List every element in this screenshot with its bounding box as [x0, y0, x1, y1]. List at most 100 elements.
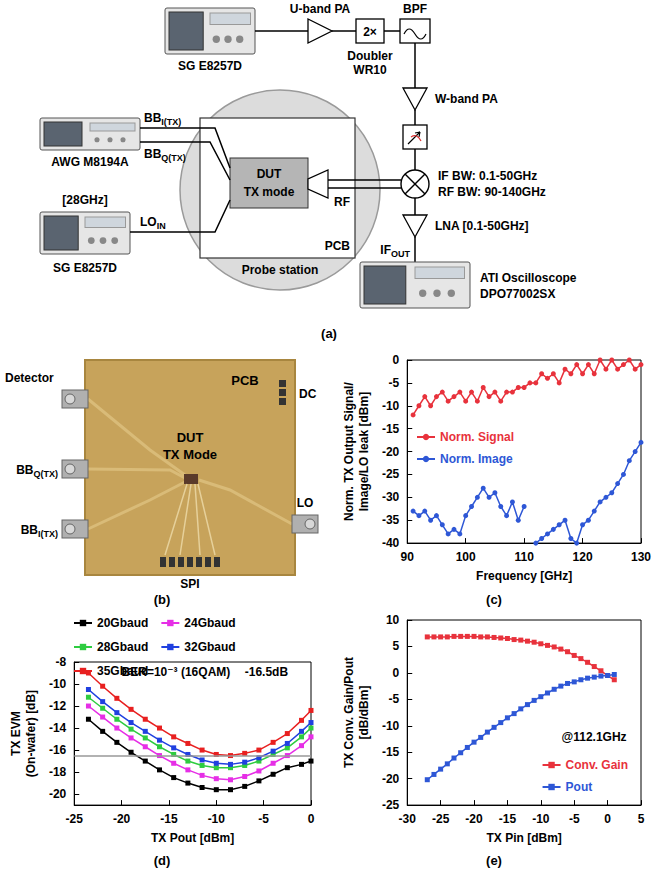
svg-text:TX Pin [dBm]: TX Pin [dBm]: [486, 831, 561, 845]
svg-text:RF BW: 90-140GHz: RF BW: 90-140GHz: [438, 185, 546, 199]
html-text:(b): (b): [153, 592, 171, 607]
svg-text:20Gbaud: 20Gbaud: [97, 616, 148, 630]
svg-text:DC: DC: [299, 387, 317, 401]
svg-text:LO: LO: [297, 496, 314, 510]
svg-text:BER=10⁻³ (16QAM): BER=10⁻³ (16QAM): [122, 665, 231, 679]
html-text:(d): (d): [153, 853, 171, 868]
svg-text:DUT: DUT: [257, 167, 282, 181]
svg-text:-8: -8: [56, 655, 67, 669]
svg-text:-5: -5: [569, 812, 580, 826]
svg-text:(a): (a): [321, 326, 337, 341]
svg-text:-20: -20: [113, 812, 131, 826]
svg-text:[28GHz]: [28GHz]: [62, 193, 107, 207]
svg-text:130: 130: [631, 550, 651, 564]
svg-text:Norm. Image: Norm. Image: [440, 452, 513, 466]
svg-text:W-band PA: W-band PA: [435, 92, 498, 106]
svg-text:RF: RF: [334, 195, 350, 209]
svg-text:IFOUT: IFOUT: [380, 243, 410, 259]
svg-text:Norm. TX Output Signal/: Norm. TX Output Signal/: [342, 382, 356, 521]
svg-text:28Gbaud: 28Gbaud: [97, 640, 148, 654]
svg-text:-16.5dB: -16.5dB: [245, 665, 289, 679]
svg-text:Image/LO leak [dBm]: Image/LO leak [dBm]: [357, 392, 371, 511]
svg-text:-30: -30: [382, 490, 400, 504]
svg-text:Frequency [GHz]: Frequency [GHz]: [476, 569, 572, 583]
svg-text:BPF: BPF: [403, 2, 427, 16]
svg-text:Detector: Detector: [5, 371, 54, 385]
svg-text:32Gbaud: 32Gbaud: [184, 640, 235, 654]
svg-text:BBI(TX): BBI(TX): [21, 523, 58, 539]
svg-text:PCB: PCB: [231, 373, 258, 388]
svg-text:-20: -20: [465, 812, 483, 826]
svg-text:-10: -10: [532, 812, 550, 826]
svg-text:100: 100: [456, 550, 476, 564]
svg-text:-10: -10: [208, 812, 226, 826]
svg-text:WR10: WR10: [353, 63, 387, 77]
svg-text:-35: -35: [382, 513, 400, 527]
svg-text:-25: -25: [382, 798, 400, 812]
svg-text:IF BW: 0.1-50GHz: IF BW: 0.1-50GHz: [438, 169, 537, 183]
svg-text:Probe station: Probe station: [242, 263, 319, 277]
svg-text:TX Conv. Gain/Pout: TX Conv. Gain/Pout: [342, 657, 356, 768]
svg-text:-10: -10: [382, 719, 400, 733]
svg-text:-25: -25: [382, 467, 400, 481]
svg-text:0: 0: [393, 666, 400, 680]
svg-text:LOIN: LOIN: [140, 215, 166, 231]
svg-text:ATI Oscilloscope: ATI Oscilloscope: [480, 271, 577, 285]
svg-text:-5: -5: [389, 692, 400, 706]
html-text:(c): (c): [486, 592, 502, 607]
svg-text:DPO77002SX: DPO77002SX: [480, 287, 555, 301]
svg-text:0: 0: [393, 353, 400, 367]
svg-text:BBQ(TX): BBQ(TX): [16, 463, 58, 479]
svg-text:-18: -18: [49, 765, 67, 779]
svg-text:5: 5: [638, 812, 645, 826]
svg-text:-25: -25: [432, 812, 450, 826]
svg-text:Pout: Pout: [566, 780, 593, 794]
svg-text:0: 0: [308, 812, 315, 826]
svg-text:@112.1GHz: @112.1GHz: [562, 730, 627, 744]
svg-text:-15: -15: [499, 812, 517, 826]
svg-text:2×: 2×: [363, 25, 377, 39]
svg-text:-20: -20: [49, 787, 67, 801]
svg-text:-10: -10: [49, 677, 67, 691]
svg-text:-15: -15: [160, 812, 178, 826]
svg-text:Conv. Gain: Conv. Gain: [566, 758, 628, 772]
svg-text:0: 0: [604, 812, 611, 826]
svg-text:-20: -20: [382, 772, 400, 786]
svg-text:Norm. Signal: Norm. Signal: [440, 430, 514, 444]
svg-text:U-band PA: U-band PA: [290, 2, 351, 16]
svg-text:Doubler: Doubler: [347, 49, 393, 63]
svg-text:BBQ(TX): BBQ(TX): [144, 147, 186, 163]
svg-text:-25: -25: [66, 812, 84, 826]
svg-text:90: 90: [401, 550, 415, 564]
svg-text:-12: -12: [49, 699, 67, 713]
svg-text:-14: -14: [49, 721, 67, 735]
svg-text:TX Mode: TX Mode: [163, 447, 217, 462]
svg-text:AWG M8194A: AWG M8194A: [51, 155, 129, 169]
svg-text:-20: -20: [382, 445, 400, 459]
svg-text:TX Pout [dBm]: TX Pout [dBm]: [151, 831, 234, 845]
svg-text:-5: -5: [389, 376, 400, 390]
svg-text:TX mode: TX mode: [244, 185, 295, 199]
svg-text:DUT: DUT: [177, 430, 204, 445]
svg-text:-15: -15: [382, 745, 400, 759]
svg-text:-30: -30: [399, 812, 417, 826]
svg-text:120: 120: [573, 550, 593, 564]
svg-text:BBI(TX): BBI(TX): [144, 111, 181, 127]
svg-text:-15: -15: [382, 422, 400, 436]
svg-text:LNA [0.1-50GHz]: LNA [0.1-50GHz]: [435, 219, 529, 233]
svg-text:SG E8257D: SG E8257D: [178, 59, 242, 73]
svg-text:SPI: SPI: [180, 577, 199, 591]
svg-text:SG E8257D: SG E8257D: [53, 261, 117, 275]
svg-text:-10: -10: [382, 399, 400, 413]
svg-text:-5: -5: [258, 812, 269, 826]
svg-text:[dB/dBm]: [dB/dBm]: [357, 686, 371, 740]
svg-text:PCB: PCB: [325, 239, 351, 253]
svg-text:-40: -40: [382, 536, 400, 550]
svg-text:5: 5: [393, 639, 400, 653]
svg-text:24Gbaud: 24Gbaud: [184, 616, 235, 630]
svg-text:(On-wafer) [dB]: (On-wafer) [dB]: [24, 690, 38, 777]
svg-text:TX EVM: TX EVM: [9, 711, 23, 756]
svg-text:10: 10: [386, 613, 400, 627]
svg-text:-16: -16: [49, 743, 67, 757]
svg-text:110: 110: [514, 550, 534, 564]
